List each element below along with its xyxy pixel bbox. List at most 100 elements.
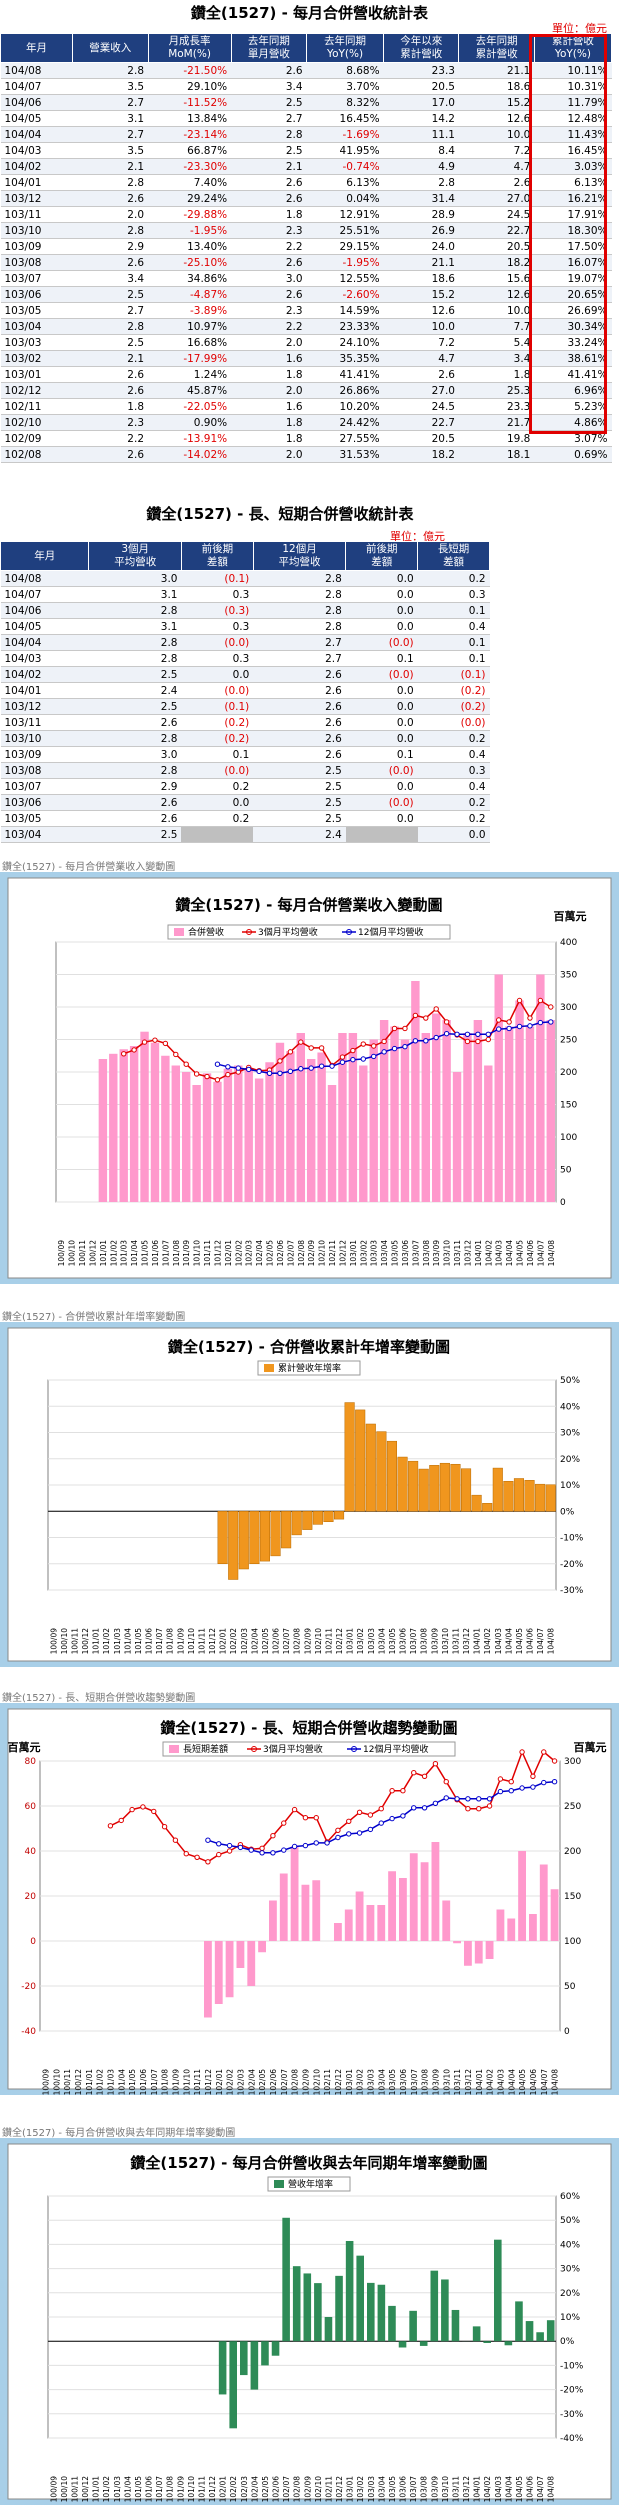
x-tick-label: 104/08 [547,1240,556,1267]
cumulative-yoy-bar [546,1485,556,1512]
ma3-point [195,1855,199,1859]
yoy-bar [272,2341,280,2356]
diff-bar [486,1941,494,1959]
ma12-point [401,1814,405,1818]
ma3-point [487,1804,491,1808]
ma3-point [486,1037,490,1041]
revenue-bar [422,1033,430,1202]
x-tick-label: 102/12 [334,2069,343,2095]
ma12-point [292,1844,296,1848]
x-tick-label: 103/11 [451,2476,460,2503]
x-tick-label: 100/12 [81,2476,90,2503]
x-tick-label: 103/03 [367,1628,376,1655]
x-tick-label: 101/11 [203,1240,212,1267]
table-cell: -3.89% [148,303,231,319]
x-tick-label: 100/10 [68,1240,77,1267]
ma3-point [206,1860,210,1864]
table-cell: 2.8 [73,175,148,191]
table-cell: 2.3 [231,303,306,319]
x-tick-label: 101/10 [187,1628,196,1655]
x-tick-label: 102/08 [297,1240,306,1267]
x-tick-label: 103/10 [441,1628,450,1655]
table-cell: 0.3 [418,587,490,603]
table-cell: 0.90% [148,415,231,431]
table-cell: 10.0 [459,127,534,143]
x-tick-label: 103/05 [388,2476,397,2503]
ma3-point [368,1813,372,1817]
x-tick-label: 101/06 [139,2069,148,2095]
x-tick-label: 100/09 [49,1628,58,1655]
table-cell: 6.13% [307,175,384,191]
x-tick-label: 102/12 [338,1240,347,1267]
x-tick-label: 101/01 [99,1240,108,1267]
table-cell: 103/12 [1,699,89,715]
table-cell: 103/09 [1,239,73,255]
chart1-caption: 鑽全(1527) - 每月合併營業收入變動圖 [2,858,175,873]
table-cell: 7.2 [459,143,534,159]
table-cell: 2.6 [253,715,346,731]
table-cell: 29.15% [307,239,384,255]
diff-bar [258,1941,266,1952]
x-tick-label: 101/03 [113,2476,122,2503]
ma12-point [517,1024,521,1028]
yoy-bar [526,2321,534,2341]
diff-bar [367,1905,375,1941]
ma12-point [552,1780,556,1784]
ma12-point [413,1039,417,1043]
table-cell: 103/03 [1,335,73,351]
table-cell: 2.3 [231,223,306,239]
table-cell: 2.1 [73,351,148,367]
x-tick-label: 102/07 [280,2069,289,2095]
x-tick-label: 103/02 [356,2476,365,2503]
ma12-point [433,1801,437,1805]
x-tick-label: 101/05 [134,1628,143,1655]
table-cell: (0.0) [418,715,490,731]
yoy-bar [229,2341,237,2428]
table-cell: 2.5 [73,335,148,351]
x-tick-label: 100/09 [41,2069,50,2095]
table-cell: 2.8 [73,319,148,335]
x-tick-label: 101/07 [150,2069,159,2095]
x-tick-label: 104/03 [496,2069,505,2095]
x-tick-label: 103/10 [442,2069,451,2095]
table-cell [346,827,418,843]
table-cell: 2.8 [73,63,148,79]
diff-bar [475,1941,483,1964]
yoy-bar [240,2341,248,2375]
table-cell: 2.5 [89,699,182,715]
table-cell: -2.60% [307,287,384,303]
table2-title: 鑽全(1527) - 長、短期合併營收統計表 [0,503,560,524]
cumulative-yoy-bar [440,1463,450,1511]
table-cell: 0.2 [418,811,490,827]
yoy-bar [431,2271,439,2342]
cumulative-yoy-bar [228,1511,238,1579]
revenue-bar [182,1072,190,1202]
ma3-point [347,1819,351,1823]
ma12-point [238,1845,242,1849]
table-cell: 23.3 [384,63,459,79]
cumulative-yoy-bar [345,1403,355,1512]
y-tick-label: 200 [560,1068,577,1078]
table-cell: 102/12 [1,383,73,399]
header-cell: 今年以來累計營收 [384,34,459,63]
table-cell: 18.6 [459,79,534,95]
table-cell: 2.6 [231,191,306,207]
ma3-point [372,1044,376,1048]
table-cell: 26.86% [307,383,384,399]
cumulative-yoy-bar [493,1468,503,1511]
legend-label: 3個月平均營收 [263,1743,323,1755]
diff-bar [215,1941,223,2004]
table-cell: 2.6 [253,731,346,747]
table-cell: 18.2 [459,255,534,271]
revenue-bar [526,1027,534,1203]
x-tick-label: 100/12 [74,2069,83,2095]
table-cell: -23.14% [148,127,231,143]
legend-label: 12個月平均營收 [363,1743,428,1755]
chart-unit-right: 百萬元 [574,1740,607,1754]
x-tick-label: 103/01 [345,2069,354,2095]
ma12-point [206,1838,210,1842]
